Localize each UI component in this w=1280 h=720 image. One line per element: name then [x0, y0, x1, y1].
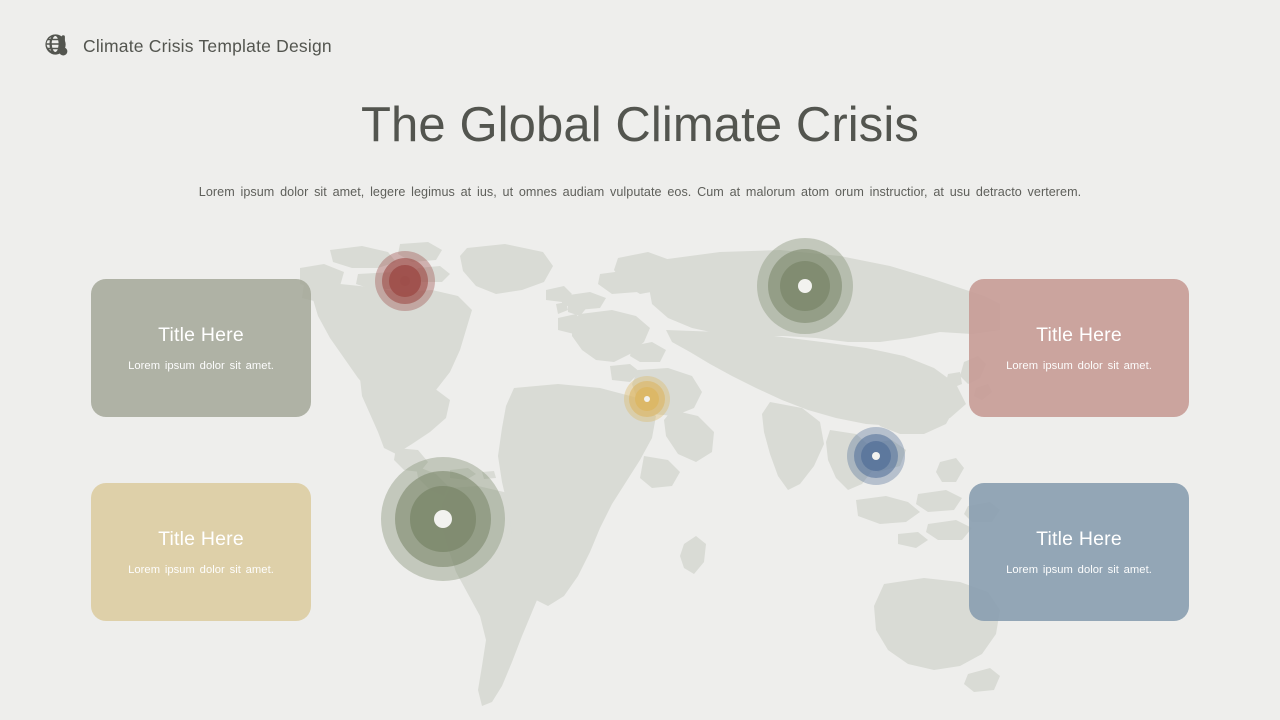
marker-middle-east-marker[interactable] [624, 376, 670, 422]
marker-middle-east-center-dot [643, 395, 651, 403]
card-bottom-right-title: Title Here [1036, 527, 1122, 550]
marker-siberia-ring-mid [767, 248, 843, 324]
marker-south-america-ring-inner [410, 486, 476, 552]
marker-siberia-center-dot [797, 278, 813, 294]
card-bottom-right[interactable]: Title Here Lorem ipsum dolor sit amet. [969, 483, 1189, 621]
marker-southeast-asia-marker[interactable] [847, 427, 905, 485]
marker-north-america-ring-inner [389, 265, 421, 297]
marker-south-america-center-dot [433, 509, 453, 529]
card-bottom-right-description: Lorem ipsum dolor sit amet. [1006, 564, 1152, 577]
marker-middle-east-ring-inner [634, 386, 660, 412]
marker-siberia-ring-inner [779, 260, 831, 312]
marker-south-america-marker[interactable] [381, 457, 505, 581]
marker-middle-east-ring-mid [629, 381, 665, 417]
header-bar: Climate Crisis Template Design [44, 33, 332, 59]
marker-north-america-ring-mid [381, 257, 429, 305]
marker-south-america-ring-mid [394, 470, 492, 568]
card-bottom-left-description: Lorem ipsum dolor sit amet. [128, 564, 274, 577]
card-top-left[interactable]: Title Here Lorem ipsum dolor sit amet. [91, 279, 311, 417]
card-top-left-title: Title Here [158, 323, 244, 346]
card-top-right-description: Lorem ipsum dolor sit amet. [1006, 360, 1152, 373]
card-top-right[interactable]: Title Here Lorem ipsum dolor sit amet. [969, 279, 1189, 417]
card-bottom-left[interactable]: Title Here Lorem ipsum dolor sit amet. [91, 483, 311, 621]
card-top-left-description: Lorem ipsum dolor sit amet. [128, 360, 274, 373]
marker-southeast-asia-center-dot [871, 451, 881, 461]
marker-southeast-asia-ring-mid [853, 433, 899, 479]
marker-north-america-center-dot [399, 275, 411, 287]
marker-north-america-marker[interactable] [375, 251, 435, 311]
page-subtitle: Lorem ipsum dolor sit amet, legere legim… [198, 185, 1082, 199]
marker-southeast-asia-ring-inner [860, 440, 892, 472]
page-title: The Global Climate Crisis [361, 98, 919, 152]
app-title: Climate Crisis Template Design [83, 35, 332, 56]
marker-siberia-marker[interactable] [757, 238, 853, 334]
card-top-right-title: Title Here [1036, 323, 1122, 346]
globe-thermometer-icon [44, 33, 70, 59]
card-bottom-left-title: Title Here [158, 527, 244, 550]
